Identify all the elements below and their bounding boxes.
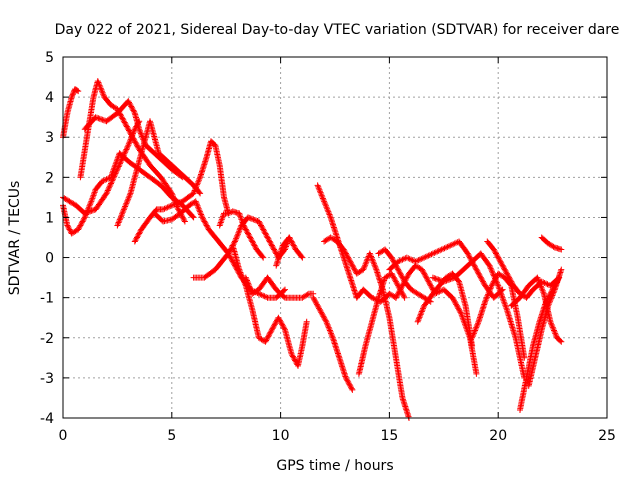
series-markers [355, 270, 408, 377]
series-markers [114, 118, 204, 229]
series-track-11 [229, 242, 310, 369]
x-tick-label: 15 [380, 428, 398, 444]
series-markers [229, 242, 310, 369]
series-track-4 [77, 78, 188, 225]
series-markers [386, 238, 506, 301]
y-axis-label: SDTVAR / TECUs [7, 181, 23, 296]
y-tick-label: 4 [45, 90, 54, 106]
series-track-28 [538, 234, 565, 253]
series-track-15 [310, 294, 356, 393]
series-track-6 [114, 118, 204, 229]
series-track-16 [321, 234, 412, 421]
y-tick-label: -1 [40, 291, 54, 307]
series-markers [131, 138, 232, 245]
series-markers [242, 274, 317, 301]
series-markers [77, 78, 188, 225]
y-tick-label: -3 [40, 371, 54, 387]
x-tick-label: 0 [59, 428, 68, 444]
y-tick-label: 0 [45, 251, 54, 267]
x-tick-label: 5 [167, 428, 176, 444]
chart-title: Day 022 of 2021, Sidereal Day-to-day VTE… [55, 22, 620, 38]
x-tick-label: 10 [272, 428, 290, 444]
x-tick-label: 25 [598, 428, 616, 444]
series-markers [216, 208, 267, 261]
series-track-12 [242, 274, 317, 301]
series-track-13 [273, 234, 306, 269]
series-track-7 [131, 138, 232, 245]
series-markers [321, 234, 412, 421]
x-axis-label: GPS time / hours [276, 458, 393, 474]
series-markers [508, 274, 565, 345]
series-track-20 [386, 238, 506, 301]
series-track-22 [429, 250, 528, 381]
series-markers [429, 250, 528, 381]
y-tick-label: 2 [45, 170, 54, 186]
series-track-27 [508, 274, 565, 345]
y-tick-label: 1 [45, 210, 54, 226]
series-track-17 [355, 270, 408, 377]
y-tick-label: 5 [45, 50, 54, 66]
y-tick-label: -4 [40, 411, 54, 427]
y-tick-label: -2 [40, 331, 54, 347]
series-markers [310, 294, 356, 393]
series-markers [273, 234, 306, 269]
plot-frame [62, 56, 608, 419]
series-track-10 [216, 208, 267, 261]
y-tick-label: 3 [45, 130, 54, 146]
axis-ticks: 0 5 10 15 20 25 -4 -3 -2 -1 0 1 2 3 4 5 [40, 50, 616, 444]
series-markers [538, 234, 565, 253]
x-tick-label: 20 [489, 428, 507, 444]
